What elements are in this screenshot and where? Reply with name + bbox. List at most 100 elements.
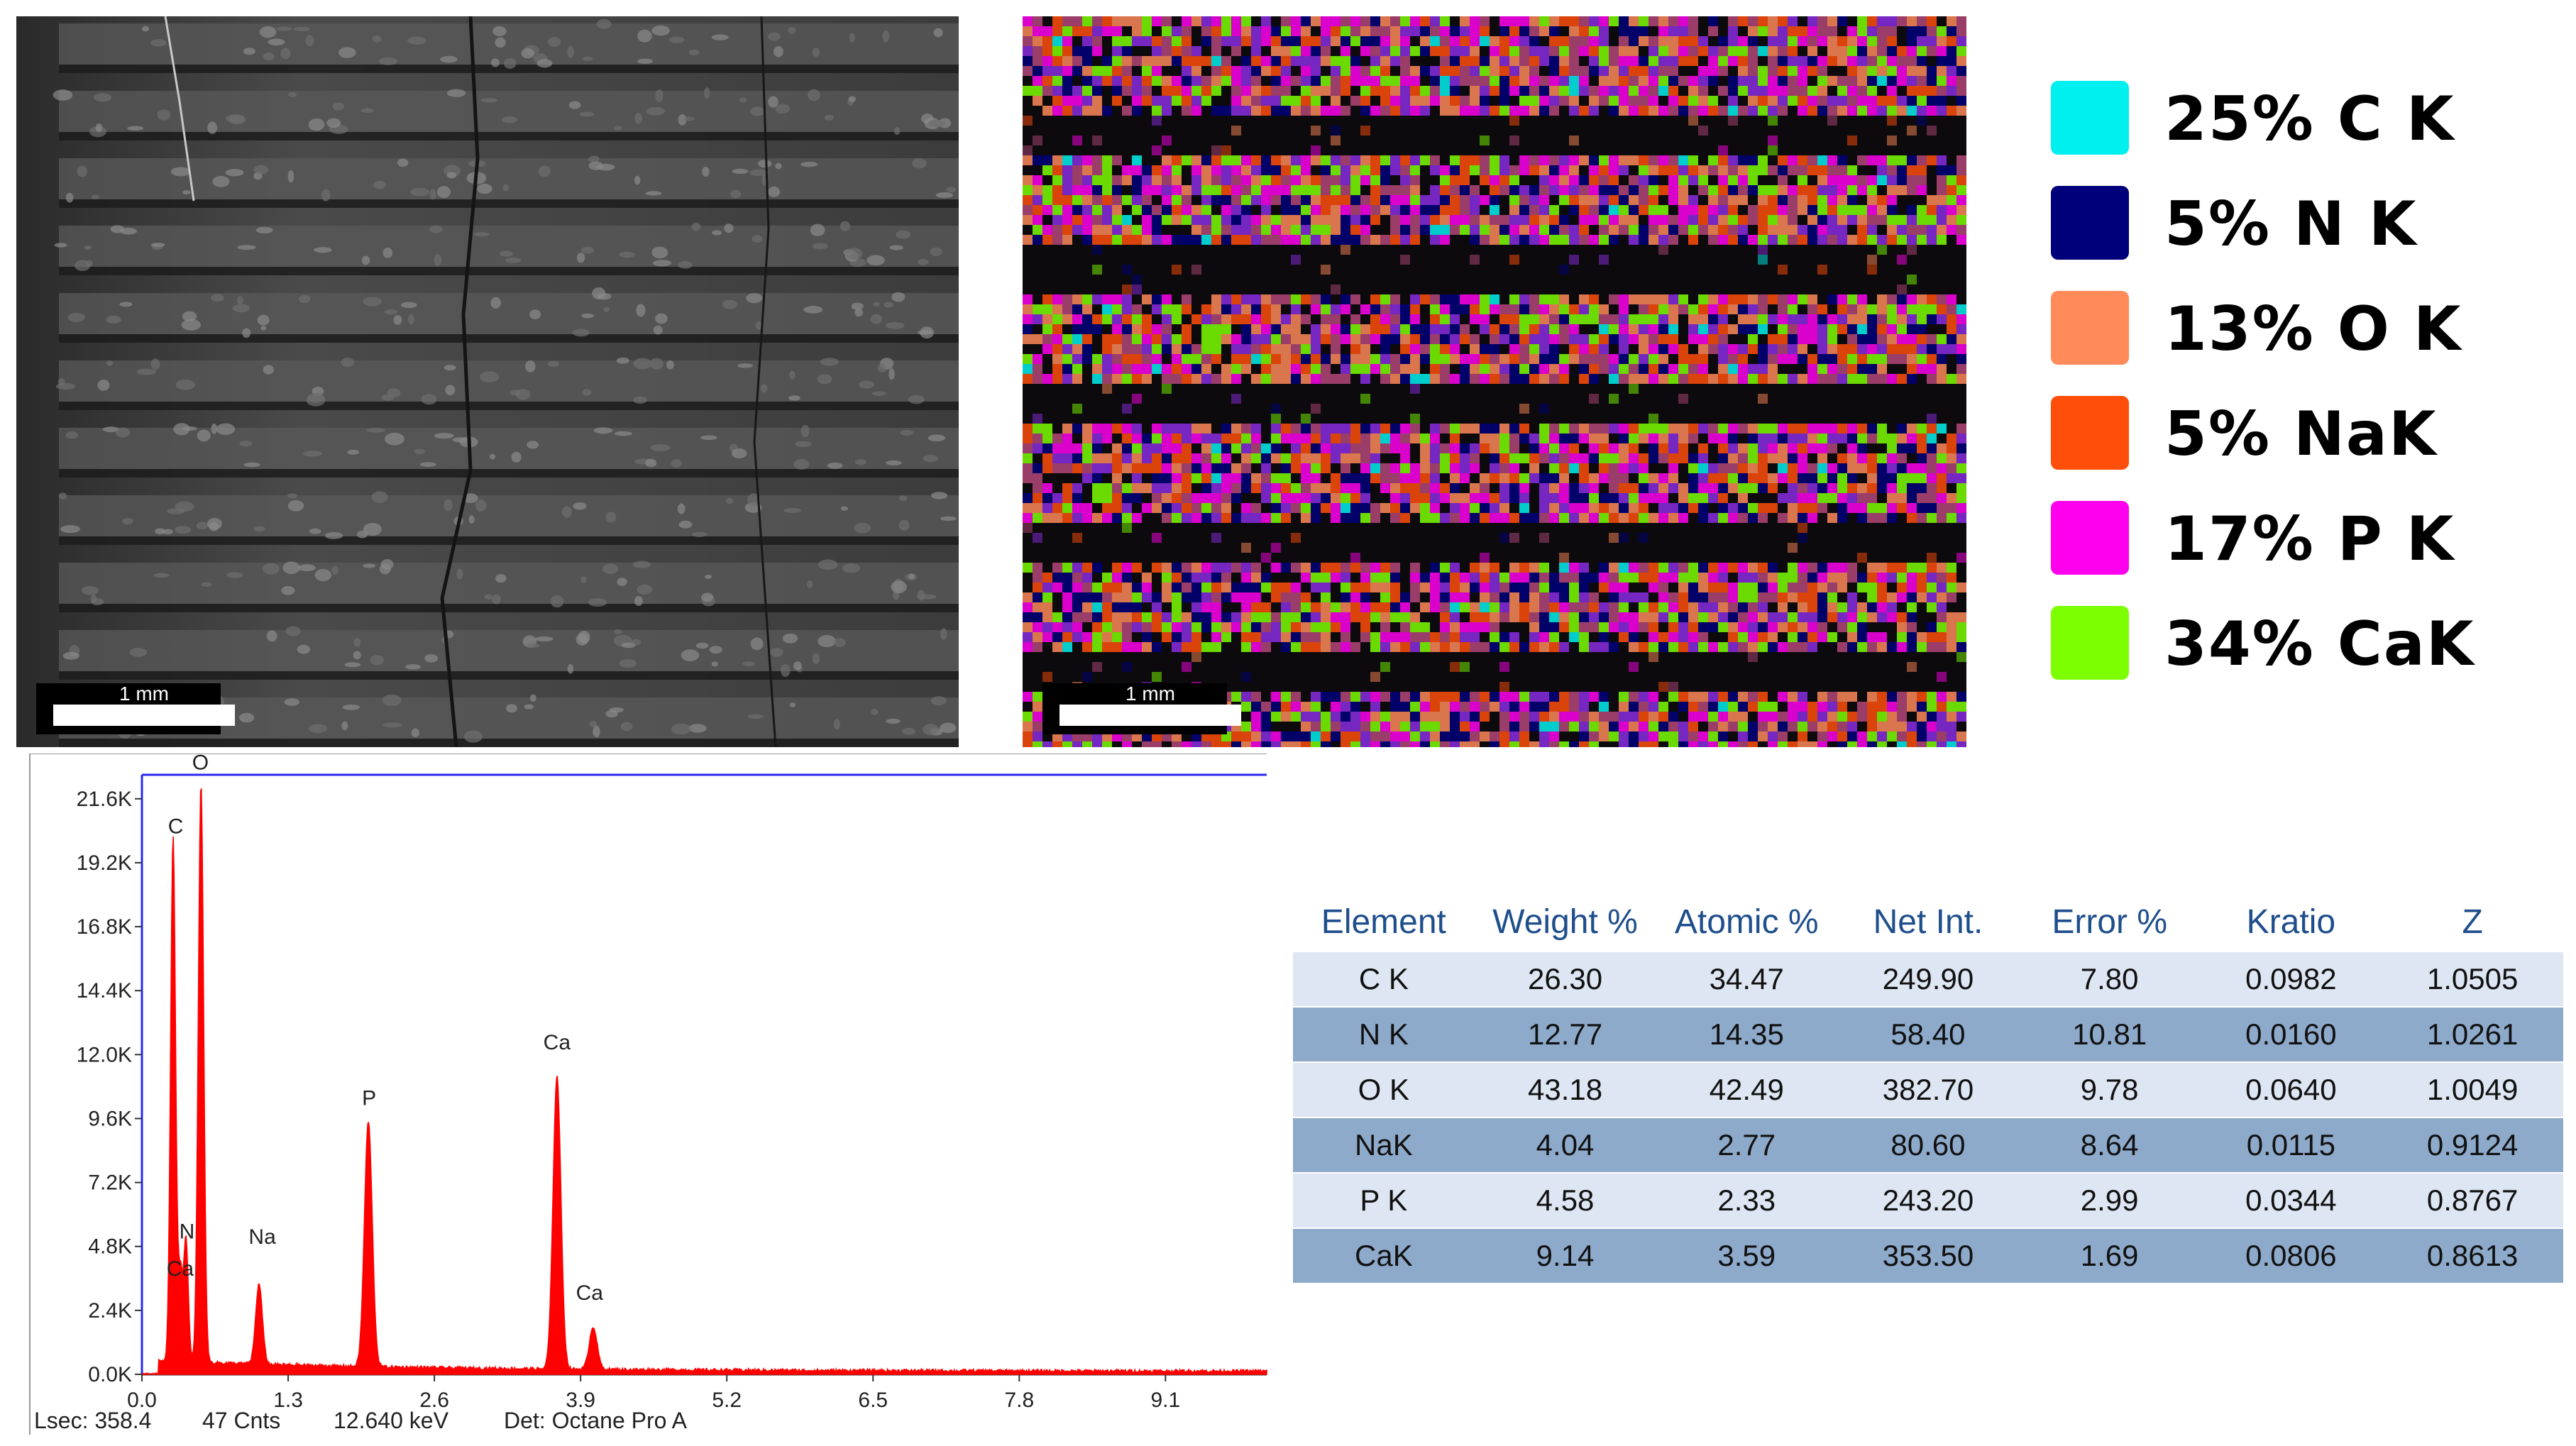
- legend-swatch: [2051, 186, 2129, 260]
- table-cell: 0.0115: [2200, 1117, 2382, 1174]
- table-cell: 42.49: [1656, 1061, 1838, 1118]
- table-cell: 1.0261: [2382, 1006, 2563, 1063]
- table-cell: 0.0806: [2200, 1227, 2382, 1284]
- legend-item-p: 17% P K: [2044, 498, 2555, 578]
- table-cell: 4.58: [1474, 1172, 1656, 1229]
- table-cell: 80.60: [1837, 1117, 2019, 1174]
- live-seconds: Lsec: 358.4: [34, 1408, 152, 1433]
- legend-item-na: 5% NaK: [2044, 393, 2555, 473]
- sem-texture: [16, 16, 959, 747]
- quantification-table: Element Weight % Atomic % Net Int. Error…: [1293, 893, 2563, 1284]
- x-tick-label: 5.2: [712, 1389, 742, 1412]
- table-cell: 26.30: [1474, 951, 1656, 1008]
- column-header: Net Int.: [1873, 903, 1983, 941]
- legend-swatch: [2051, 291, 2129, 365]
- table-cell: CaK: [1293, 1227, 1475, 1284]
- scale-bar: 1 mm: [1042, 683, 1241, 734]
- peak-label: Na: [248, 1225, 276, 1249]
- legend-label: 5% NaK: [2164, 399, 2438, 470]
- table-cell: 1.69: [2018, 1227, 2201, 1284]
- table-cell: 2.33: [1656, 1172, 1838, 1229]
- peak-label: C: [168, 815, 184, 839]
- table-cell: 12.77: [1474, 1006, 1656, 1063]
- legend-item-c: 25% C K: [2044, 78, 2555, 158]
- table-cell: 0.8767: [2382, 1172, 2563, 1229]
- y-tick-label: 9.6K: [88, 1107, 132, 1130]
- legend-label: 34% CaK: [2164, 609, 2475, 680]
- x-tick-label: 9.1: [1150, 1389, 1180, 1412]
- y-tick-label: 0.0K: [88, 1363, 132, 1386]
- x-tick-label: 2.6: [419, 1389, 449, 1412]
- x-tick-label: 7.8: [1004, 1389, 1034, 1412]
- table-row: NaK 4.04 2.77 80.60 8.64 0.0115 0.9124: [1293, 1117, 2563, 1174]
- y-tick-label: 19.2K: [77, 851, 132, 875]
- table-cell: O K: [1293, 1061, 1475, 1118]
- table-cell: 0.0344: [2200, 1172, 2382, 1229]
- legend-item-ca: 34% CaK: [2044, 603, 2555, 683]
- peak-label: Ca: [576, 1281, 604, 1305]
- sem-micrograph: 1 mm: [16, 16, 959, 747]
- y-tick-label: 7.2K: [88, 1171, 132, 1195]
- scale-bar-label: 1 mm: [1125, 683, 1175, 705]
- detector-name: Det: Octane Pro A: [504, 1408, 687, 1433]
- eds-map-texture: [1023, 16, 1966, 747]
- table-cell: 0.0160: [2200, 1006, 2382, 1063]
- table-cell: 14.35: [1656, 1006, 1838, 1063]
- table-cell: 249.90: [1837, 951, 2019, 1008]
- y-tick-label: 12.0K: [77, 1043, 132, 1066]
- table-cell: 9.78: [2018, 1061, 2201, 1118]
- table-cell: 10.81: [2018, 1006, 2201, 1063]
- spectrum-status-bar: Lsec: 358.4 47 Cnts 12.640 keV Det: Octa…: [28, 1403, 1270, 1439]
- table-cell: P K: [1293, 1172, 1475, 1229]
- table-row: O K 43.18 42.49 382.70 9.78 0.0640 1.004…: [1293, 1061, 2563, 1118]
- table-cell: 43.18: [1474, 1061, 1656, 1118]
- energy-readout: 12.640 keV: [334, 1408, 448, 1433]
- table-cell: 243.20: [1837, 1172, 2019, 1229]
- scale-bar: 1 mm: [36, 683, 235, 734]
- legend-swatch: [2051, 501, 2129, 575]
- table-cell: 0.9124: [2382, 1117, 2563, 1174]
- y-tick-label: 4.8K: [88, 1235, 132, 1259]
- scale-bar-line: [53, 705, 235, 726]
- table-cell: 7.80: [2018, 951, 2201, 1008]
- table-cell: 2.77: [1656, 1117, 1838, 1174]
- legend-swatch: [2051, 396, 2129, 470]
- legend-item-n: 5% N K: [2044, 183, 2555, 263]
- legend-label: 13% O K: [2164, 294, 2462, 365]
- column-header: Z: [2462, 903, 2483, 941]
- table-cell: 3.59: [1656, 1227, 1838, 1284]
- table-row: C K 26.30 34.47 249.90 7.80 0.0982 1.050…: [1293, 951, 2563, 1008]
- table-row: CaK 9.14 3.59 353.50 1.69 0.0806 0.8613: [1293, 1227, 2563, 1284]
- table-cell: 8.64: [2018, 1117, 2201, 1174]
- peak-label: O: [192, 754, 209, 774]
- table-cell: 1.0049: [2382, 1061, 2563, 1118]
- peak-label: P: [362, 1087, 376, 1110]
- peak-label: Ca: [167, 1257, 194, 1281]
- table-cell: 58.40: [1837, 1006, 2019, 1063]
- legend-label: 17% P K: [2164, 504, 2455, 575]
- x-tick-label: 0.0: [127, 1389, 157, 1412]
- legend-swatch: [2051, 81, 2129, 155]
- y-tick-label: 21.6K: [77, 788, 132, 811]
- table-cell: 2.99: [2018, 1172, 2201, 1229]
- table-cell: 0.8613: [2382, 1227, 2563, 1284]
- table-cell: 353.50: [1837, 1227, 2019, 1284]
- peak-label: N: [180, 1220, 195, 1243]
- column-header: Kratio: [2246, 903, 2336, 941]
- table-cell: 382.70: [1837, 1061, 2019, 1118]
- legend-label: 25% C K: [2164, 84, 2455, 155]
- table-cell: 1.0505: [2382, 951, 2563, 1008]
- table-cell: 34.47: [1656, 951, 1838, 1008]
- element-legend: 25% C K 5% N K 13% O K 5% NaK 17% P K 34…: [2044, 78, 2555, 695]
- counts-readout: 47 Cnts: [202, 1408, 281, 1433]
- table-row: N K 12.77 14.35 58.40 10.81 0.0160 1.026…: [1293, 1006, 2563, 1063]
- table-cell: NaK: [1293, 1117, 1475, 1174]
- table-cell: C K: [1293, 951, 1475, 1008]
- y-tick-label: 16.8K: [77, 915, 132, 939]
- legend-swatch: [2051, 606, 2129, 680]
- peak-label: Ca: [544, 1031, 571, 1054]
- column-header: Atomic %: [1674, 903, 1819, 941]
- y-tick-label: 14.4K: [77, 979, 132, 1003]
- table-cell: 4.04: [1474, 1117, 1656, 1174]
- table-header-row: Element Weight % Atomic % Net Int. Error…: [1293, 893, 2563, 951]
